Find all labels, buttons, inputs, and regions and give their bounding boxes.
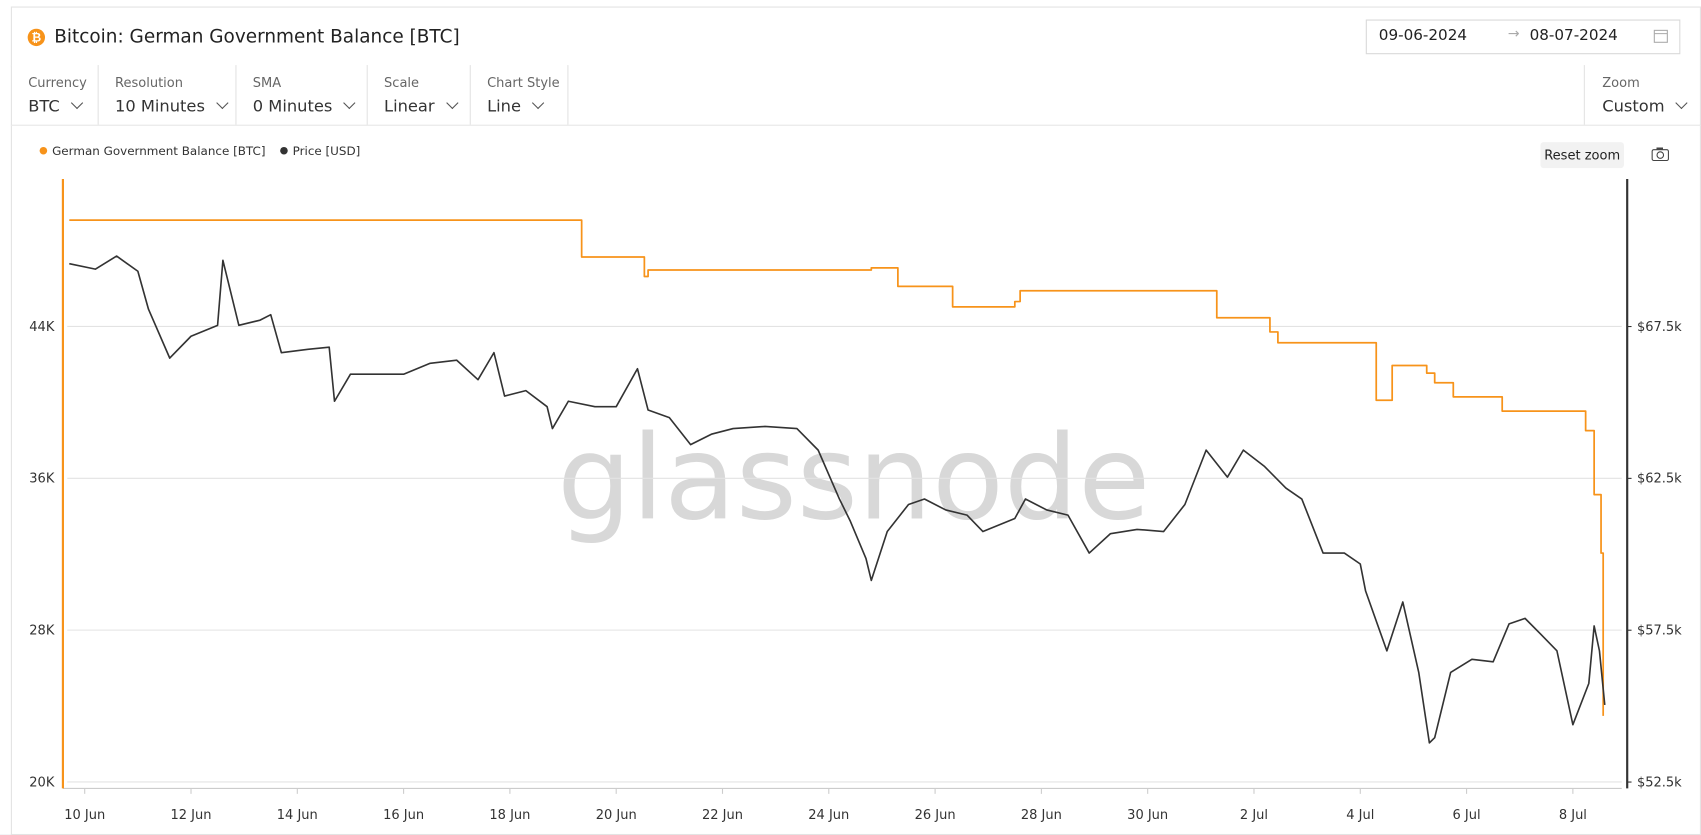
reset-zoom-button[interactable]: Reset zoom <box>1540 142 1624 169</box>
x-tick-label: 12 Jun <box>171 808 212 823</box>
arrow-icon: → <box>1507 26 1520 43</box>
control[interactable]: Currency BTC <box>11 65 99 125</box>
control-value[interactable]: Line <box>487 96 545 117</box>
x-tick-label: 8 Jul <box>1559 808 1587 823</box>
control-value-text[interactable]: Custom <box>1602 96 1665 117</box>
y2-tick-label: $67.5k <box>1637 320 1682 335</box>
y-tick-label: 36K <box>29 472 55 487</box>
controls-bar <box>10 65 1701 126</box>
series-line <box>69 255 1606 744</box>
y-tick-label: 28K <box>29 623 55 638</box>
control-value-text[interactable]: 10 Minutes <box>114 96 205 117</box>
y-tick-label: 20K <box>29 775 55 790</box>
control-value[interactable]: BTC <box>28 96 84 117</box>
chart-title: Bitcoin: German Government Balance [BTC] <box>54 26 460 48</box>
legend-label: Price [USD] <box>293 144 361 158</box>
legend-marker <box>39 146 48 155</box>
y2-tick-label: $62.5k <box>1637 472 1682 487</box>
date-range[interactable]: 09-06-2024 → 08-07-2024 <box>1365 19 1681 55</box>
control-label: SMA <box>252 74 282 91</box>
y2-tick-label: $57.5k <box>1637 624 1682 639</box>
bitcoin-icon: ₿ <box>27 28 46 47</box>
date-from[interactable]: 09-06-2024 <box>1378 27 1468 45</box>
control-label: Chart Style <box>487 74 560 91</box>
calendar-icon <box>1653 29 1668 43</box>
control[interactable]: Resolution 10 Minutes <box>98 65 237 125</box>
x-tick-label: 4 Jul <box>1346 808 1374 823</box>
title-bar: ₿ Bitcoin: German Government Balance [BT… <box>10 6 1701 68</box>
x-tick-label: 22 Jun <box>702 808 743 823</box>
control-value[interactable]: Custom <box>1602 96 1689 117</box>
x-tick-label: 10 Jun <box>64 808 105 823</box>
svg-text:₿: ₿ <box>31 31 41 45</box>
x-tick-label: 20 Jun <box>596 808 637 823</box>
control-label: Scale <box>384 74 420 91</box>
series-line <box>69 219 1605 716</box>
control-label: Currency <box>28 74 87 91</box>
control[interactable]: Scale Linear <box>367 65 471 125</box>
x-tick-label: 24 Jun <box>808 808 849 823</box>
x-tick-label: 18 Jun <box>489 808 530 823</box>
x-tick-label: 6 Jul <box>1453 808 1481 823</box>
control-value-text[interactable]: Line <box>487 96 521 117</box>
control-value[interactable]: Linear <box>384 96 459 117</box>
zoom-control[interactable]: Zoom Custom <box>1583 65 1700 125</box>
x-tick-label: 2 Jul <box>1240 808 1268 823</box>
x-tick-label: 14 Jun <box>277 808 318 823</box>
x-tick-label: 26 Jun <box>915 808 956 823</box>
control-label: Resolution <box>114 74 184 91</box>
chart-panel <box>10 125 1701 835</box>
legend-marker <box>280 146 288 155</box>
legend-label: German Government Balance [BTC] <box>52 144 265 158</box>
control[interactable]: Chart Style Line <box>470 65 569 125</box>
y2-tick-label: $52.5k <box>1637 775 1682 790</box>
control-value[interactable]: 10 Minutes <box>114 96 229 117</box>
control-value-text[interactable]: Linear <box>384 96 435 117</box>
x-tick-label: 16 Jun <box>383 808 424 823</box>
control-value-text[interactable]: BTC <box>28 96 60 117</box>
date-to[interactable]: 08-07-2024 <box>1529 27 1618 45</box>
x-tick-label: 30 Jun <box>1127 808 1168 823</box>
camera-icon[interactable] <box>1651 146 1669 162</box>
control-value-text[interactable]: 0 Minutes <box>252 96 333 117</box>
control[interactable]: SMA 0 Minutes <box>235 65 368 125</box>
x-tick-label: 28 Jun <box>1021 808 1062 823</box>
y-tick-label: 44K <box>29 320 55 335</box>
control-label: Zoom <box>1602 74 1640 91</box>
control-value[interactable]: 0 Minutes <box>252 96 356 117</box>
